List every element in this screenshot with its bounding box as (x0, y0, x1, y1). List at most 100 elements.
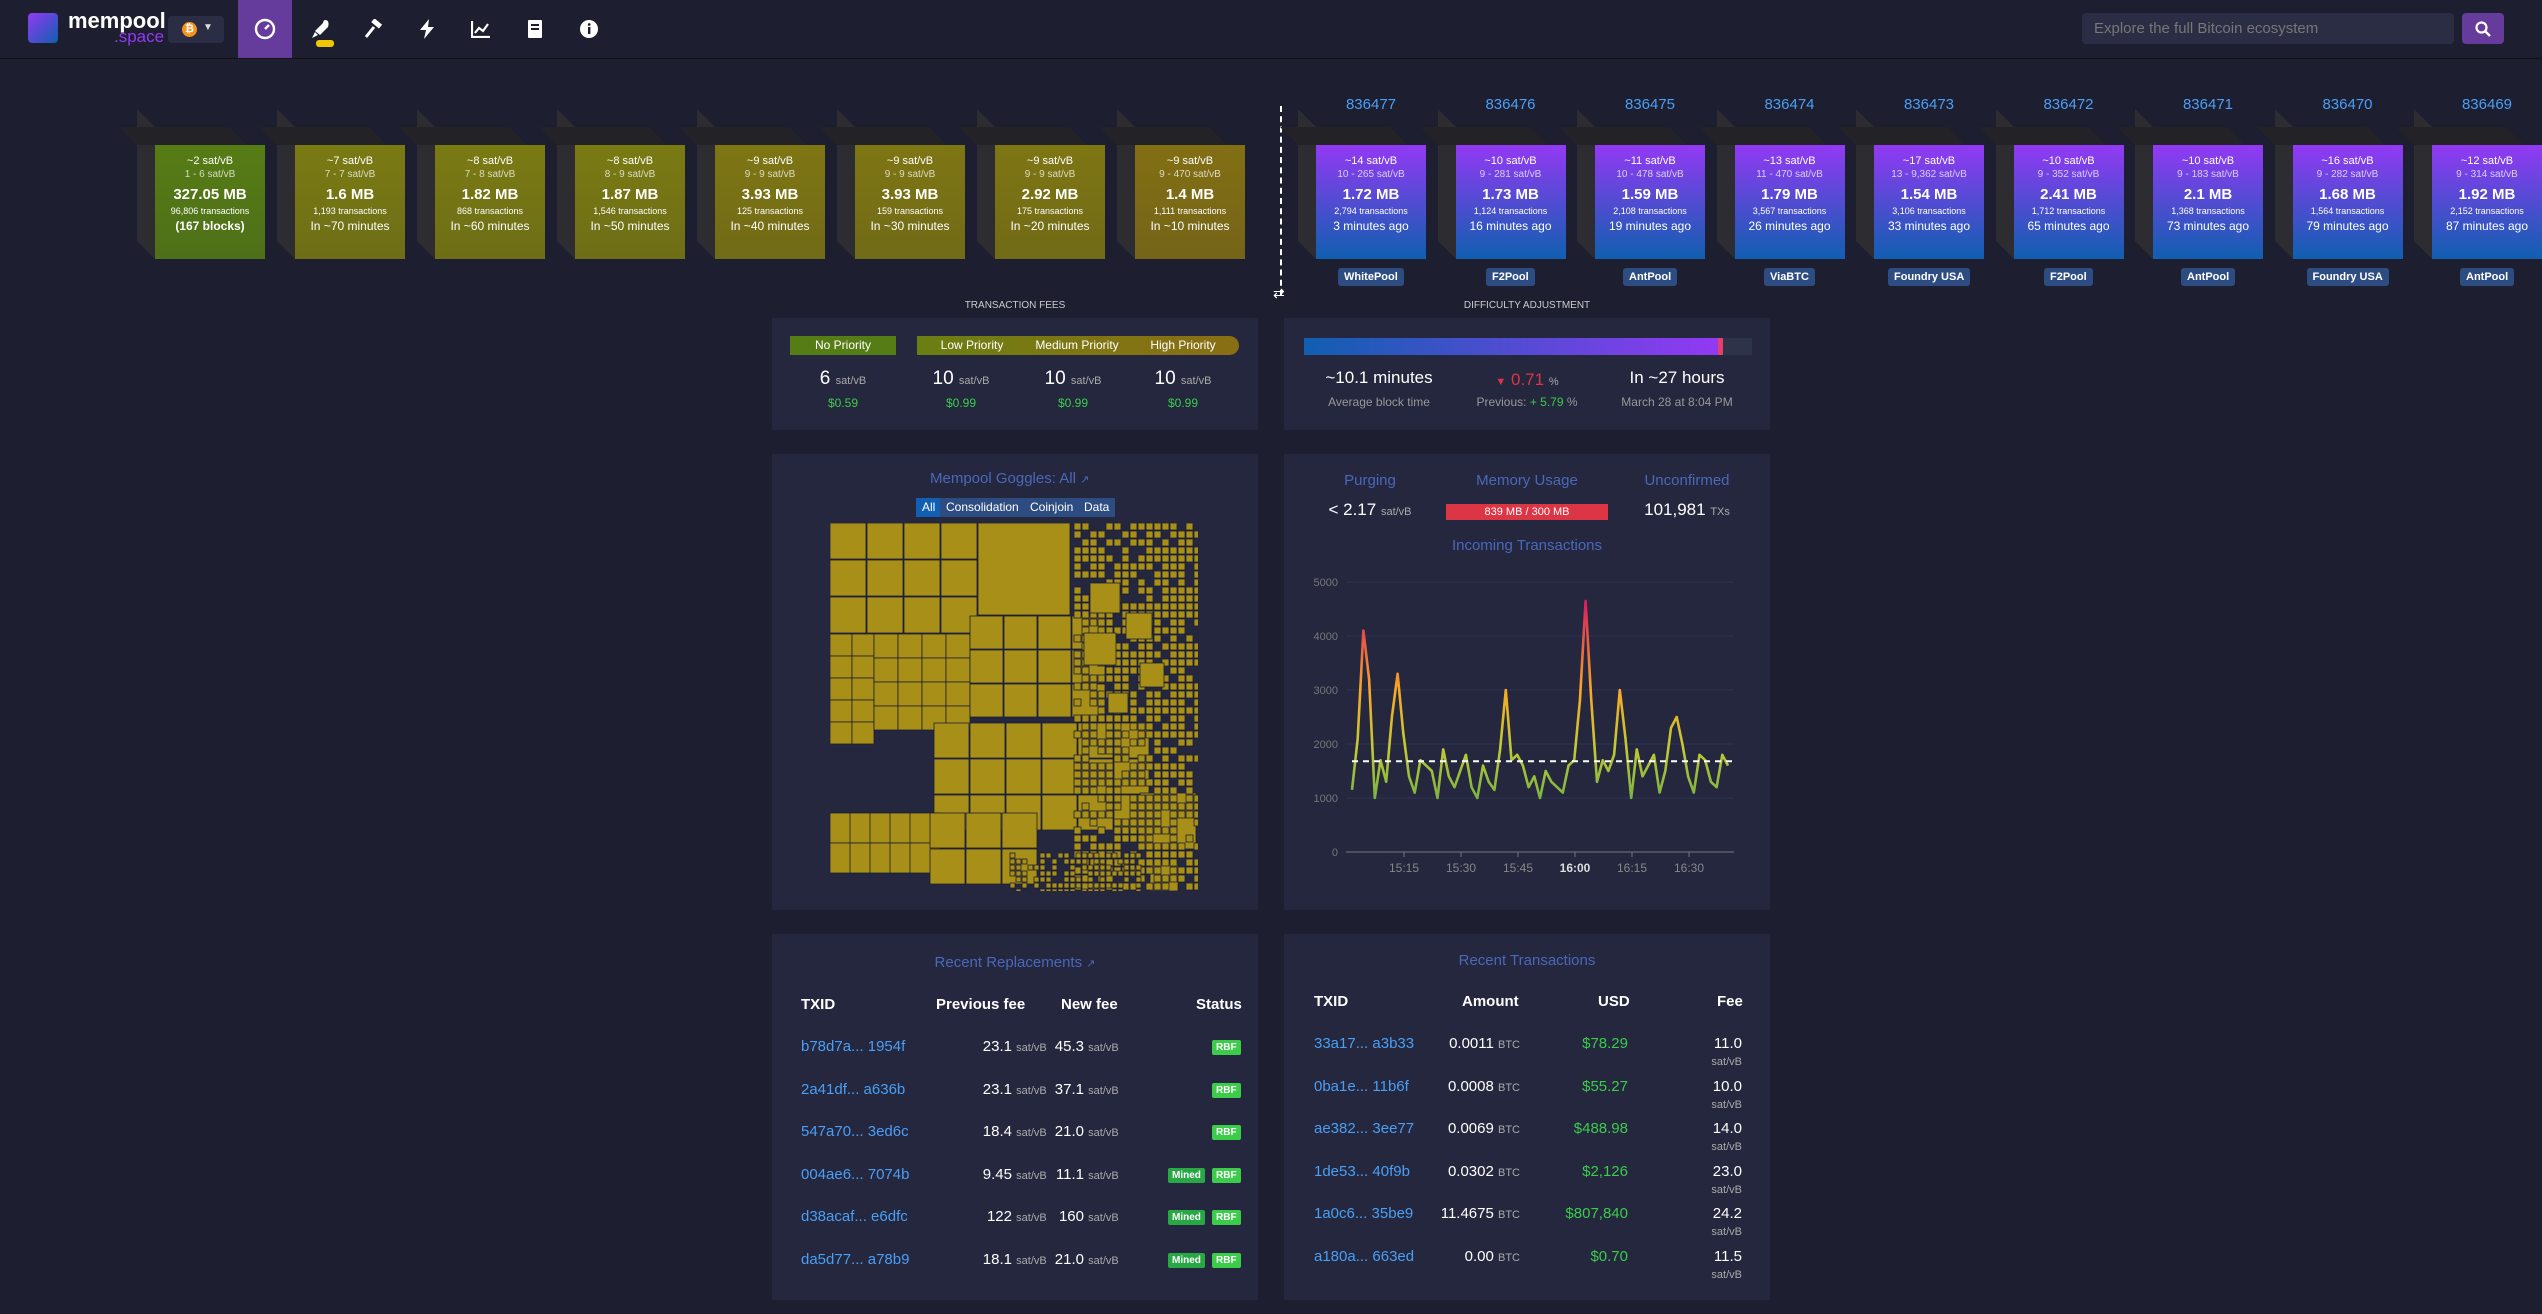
tx-square[interactable] (1193, 802, 1198, 811)
mined-block[interactable]: ~16 sat/vB 9 - 282 sat/vB 1.68 MB 1,564 tra… (2256, 109, 2403, 259)
tx-square[interactable] (1129, 706, 1138, 715)
tx-square[interactable] (851, 677, 875, 701)
tx-square[interactable] (1105, 842, 1114, 851)
mining-pool-badge[interactable]: WhitePool (1338, 268, 1404, 286)
tx-square[interactable] (1111, 882, 1118, 889)
mining-pool-badge[interactable]: AntPool (2460, 268, 2515, 286)
tx-square[interactable] (1121, 770, 1130, 779)
tx-square[interactable] (1137, 858, 1146, 867)
tx-square[interactable] (1145, 562, 1154, 571)
tx-square[interactable] (1129, 778, 1138, 787)
tx-square[interactable] (1015, 870, 1022, 877)
tx-square[interactable] (1145, 810, 1154, 819)
tx-square[interactable] (1169, 770, 1178, 779)
tx-square[interactable] (1039, 870, 1046, 877)
tx-square[interactable] (1069, 876, 1076, 883)
tx-square[interactable] (1193, 546, 1198, 555)
mempool-block[interactable]: ~9 sat/vB 9 - 9 sat/vB 2.92 MB 175 transact… (959, 109, 1105, 259)
tx-square[interactable] (1185, 810, 1194, 819)
tx-square[interactable] (1041, 794, 1078, 831)
transaction-txid-link[interactable]: 1de53... 40f9b (1314, 1162, 1410, 1180)
tx-square[interactable] (1169, 746, 1178, 755)
transaction-txid-link[interactable]: 1a0c6... 35be9 (1314, 1205, 1414, 1222)
hammer-icon[interactable] (347, 0, 401, 58)
tx-square[interactable] (1177, 594, 1186, 603)
tx-square[interactable] (1063, 852, 1070, 859)
tx-square[interactable] (1153, 546, 1162, 555)
tx-square[interactable] (851, 655, 875, 679)
tx-square[interactable] (1105, 762, 1114, 771)
tx-square[interactable] (1129, 714, 1138, 723)
tx-square[interactable] (1081, 714, 1090, 723)
tx-square[interactable] (1093, 870, 1100, 877)
tx-square[interactable] (1105, 618, 1114, 627)
tx-square[interactable] (1185, 546, 1194, 555)
tx-square[interactable] (1153, 618, 1162, 627)
tx-square[interactable] (1177, 642, 1186, 651)
mined-block[interactable]: ~11 sat/vB 10 - 478 sat/vB 1.59 MB 2,108 tr… (1559, 109, 1705, 259)
tx-square[interactable] (1193, 602, 1198, 611)
tx-square[interactable] (1193, 698, 1198, 707)
tx-square[interactable] (969, 683, 1004, 718)
tx-square[interactable] (1145, 730, 1154, 739)
tx-square[interactable] (1153, 746, 1162, 755)
tx-square[interactable] (1089, 770, 1098, 779)
swap-arrows-icon[interactable]: ⇄ (1273, 285, 1285, 301)
logo-word[interactable]: mempool (68, 8, 166, 33)
tx-square[interactable] (1075, 858, 1082, 865)
tx-square[interactable] (1105, 554, 1114, 563)
tx-square[interactable] (866, 596, 904, 634)
tx-square[interactable] (1177, 586, 1186, 595)
tx-square[interactable] (933, 758, 970, 795)
tx-square[interactable] (1129, 562, 1138, 571)
tx-square[interactable] (1169, 786, 1178, 795)
tx-square[interactable] (1081, 666, 1090, 675)
tx-square[interactable] (1145, 882, 1154, 891)
tx-square[interactable] (1081, 546, 1090, 555)
tx-square[interactable] (1097, 570, 1106, 579)
tx-square[interactable] (1073, 778, 1082, 787)
block-height-link[interactable]: 836472 (2043, 96, 2094, 113)
tx-square[interactable] (1073, 714, 1082, 723)
goggles-title[interactable]: Mempool Goggles: All ↗ (930, 470, 1089, 487)
tx-square[interactable] (1185, 794, 1194, 803)
tx-square[interactable] (1153, 602, 1162, 611)
tx-square[interactable] (969, 615, 1004, 650)
tx-square[interactable] (1169, 866, 1178, 875)
tx-square[interactable] (1081, 754, 1090, 763)
tx-square[interactable] (1161, 802, 1170, 811)
tx-square[interactable] (1177, 570, 1186, 579)
tx-square[interactable] (1153, 698, 1162, 707)
tx-square[interactable] (1057, 888, 1064, 891)
tx-square[interactable] (1033, 876, 1040, 883)
tx-square[interactable] (1069, 870, 1076, 877)
tx-square[interactable] (1123, 864, 1130, 871)
tx-square[interactable] (1121, 778, 1130, 787)
tx-square[interactable] (1135, 888, 1142, 891)
tx-square[interactable] (830, 655, 853, 679)
mining-pool-badge[interactable]: Foundry USA (2306, 268, 2389, 286)
tx-square[interactable] (1051, 858, 1058, 865)
tx-square[interactable] (1121, 674, 1130, 683)
tx-square[interactable] (1121, 586, 1130, 595)
tx-square[interactable] (873, 681, 899, 707)
tx-square[interactable] (1161, 826, 1170, 835)
tx-square[interactable] (1097, 794, 1106, 803)
tx-square[interactable] (1081, 523, 1090, 531)
tx-square[interactable] (1045, 876, 1052, 883)
tx-square[interactable] (1081, 770, 1090, 779)
tx-square[interactable] (1161, 658, 1170, 667)
tx-square[interactable] (1073, 682, 1082, 691)
tx-square[interactable] (1185, 802, 1194, 811)
tx-square[interactable] (921, 681, 947, 707)
tx-square[interactable] (1193, 554, 1198, 563)
incoming-transactions-chart[interactable]: 0 1000 2000 3000 4000 5000 15:15 15:30 15:45 16:0… (1284, 560, 1770, 900)
tx-square[interactable] (1137, 794, 1146, 803)
tx-square[interactable] (1145, 850, 1154, 859)
tx-square[interactable] (1185, 730, 1194, 739)
tx-square[interactable] (1145, 778, 1154, 787)
tx-square[interactable] (1009, 864, 1016, 871)
tx-square[interactable] (1177, 850, 1186, 859)
tx-square[interactable] (1073, 842, 1082, 851)
tx-square[interactable] (1123, 876, 1130, 883)
